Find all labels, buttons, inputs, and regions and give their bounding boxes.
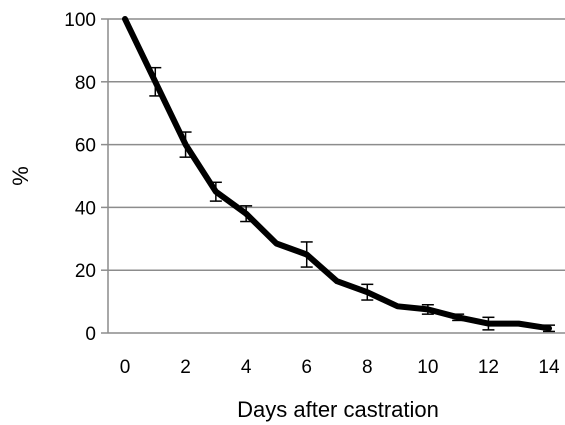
error-bar-x3 — [209, 181, 222, 202]
error-bar-x14 — [543, 324, 555, 333]
x-tick-label-14: 14 — [538, 357, 560, 378]
series-layer — [122, 16, 555, 333]
x-tick-label-8: 8 — [362, 357, 373, 378]
y-tick-label-0: 0 — [85, 324, 96, 345]
error-bar-x11 — [452, 313, 465, 322]
y-tick-label-100: 100 — [64, 10, 96, 31]
x-tick-label-10: 10 — [417, 357, 438, 378]
y-axis-title: % — [8, 166, 33, 186]
error-bar-x4 — [240, 205, 253, 223]
x-axis-title: Days after castration — [237, 397, 439, 422]
error-bar-x12 — [482, 316, 495, 331]
error-bar-x6 — [300, 241, 313, 268]
error-bar-x10 — [421, 303, 434, 315]
y-tick-label-80: 80 — [75, 73, 96, 94]
tick-labels: 0 20 40 60 80 100 0 2 4 6 8 10 12 14 — [64, 10, 560, 378]
gridlines — [108, 18, 565, 271]
error-bar-x2 — [179, 131, 192, 158]
x-tick-label-2: 2 — [180, 357, 191, 378]
x-tick-label-0: 0 — [120, 357, 131, 378]
axes — [101, 18, 565, 334]
error-bar-x1 — [149, 66, 162, 97]
error-bar-x8 — [361, 283, 374, 301]
y-tick-label-20: 20 — [75, 261, 96, 282]
x-tick-label-6: 6 — [301, 357, 312, 378]
series-line — [122, 16, 552, 332]
y-tick-label-40: 40 — [75, 198, 96, 219]
x-tick-label-12: 12 — [478, 357, 499, 378]
x-tick-label-4: 4 — [241, 357, 252, 378]
y-tick-label-60: 60 — [75, 136, 96, 157]
